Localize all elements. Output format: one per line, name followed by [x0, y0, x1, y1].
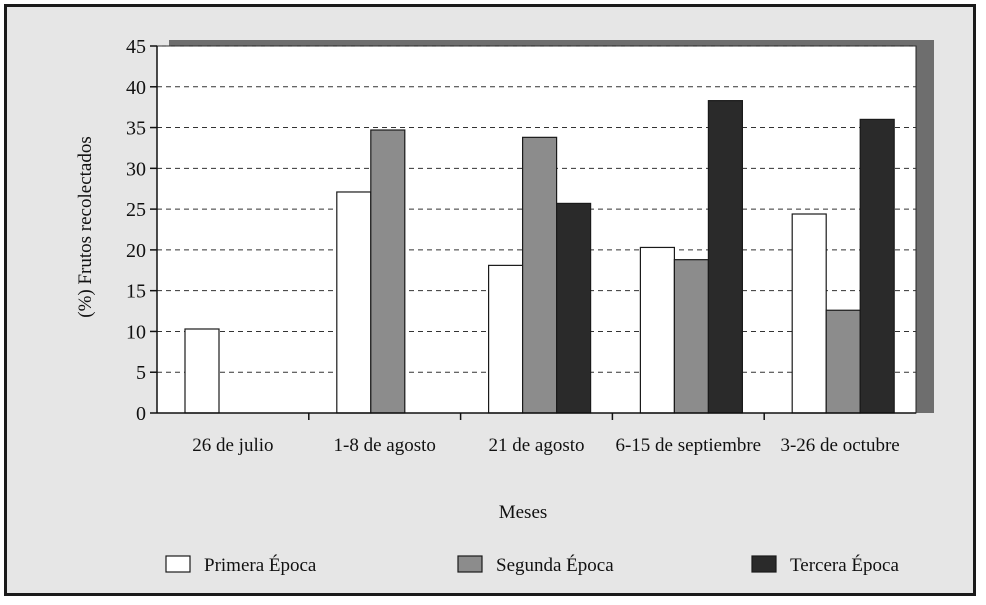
y-tick-labels: 0 5 10 15 20 25 30 35 40 45: [126, 36, 146, 425]
x-axis-title: Meses: [499, 502, 548, 523]
y-tick-label: 0: [136, 403, 146, 425]
y-tick-label: 20: [126, 240, 146, 262]
y-tick-label: 40: [126, 77, 146, 99]
legend: Primera Época Segunda Época Tercera Época: [165, 554, 899, 576]
x-category-label: 1-8 de agosto: [334, 435, 436, 456]
y-tick-label: 35: [126, 118, 146, 140]
y-axis-title: (%) Frutos recolectados: [75, 136, 96, 318]
axes: [150, 45, 916, 420]
y-tick-label: 15: [126, 281, 146, 303]
x-category-label: 6-15 de septiembre: [615, 435, 761, 456]
bar-3-4: [707, 100, 744, 414]
y-tick-label: 10: [126, 321, 146, 343]
x-category-label: 3-26 de octubre: [780, 435, 899, 456]
bar-1-4: [639, 246, 676, 414]
legend-label-2: Segunda Época: [496, 554, 614, 576]
bar-2-3: [521, 136, 558, 414]
x-category-labels: 26 de julio 1-8 de agosto 21 de agosto 6-15…: [192, 435, 899, 456]
legend-swatch-2: [457, 555, 483, 573]
y-tick-label: 25: [126, 199, 146, 221]
legend-label-1: Primera Época: [204, 554, 317, 576]
bar-3-3: [555, 202, 592, 414]
y-tick-label: 30: [126, 158, 146, 180]
bar-1-5: [791, 213, 827, 414]
y-tick-label: 5: [136, 362, 146, 384]
bar-1-2: [336, 191, 372, 414]
y-tick-label: 45: [126, 36, 146, 58]
bar-1-3: [488, 264, 524, 414]
bar-2-4: [673, 259, 710, 414]
legend-label-3: Tercera Época: [790, 554, 899, 576]
x-category-label: 21 de agosto: [488, 435, 584, 456]
bars: [184, 100, 895, 414]
x-category-label: 26 de julio: [192, 435, 273, 456]
bar-3-5: [859, 118, 895, 414]
legend-swatch-3: [751, 555, 777, 573]
bar-2-2: [370, 129, 406, 414]
bar-1-1: [184, 328, 220, 414]
legend-swatch-1: [165, 555, 191, 573]
bar-2-5: [825, 309, 861, 414]
